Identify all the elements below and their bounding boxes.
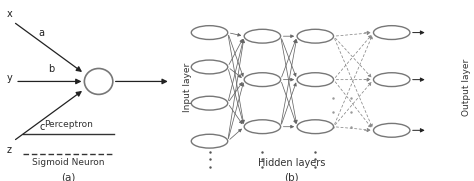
Text: Perceptron: Perceptron [44, 120, 93, 129]
Text: Output layer: Output layer [462, 58, 471, 115]
Ellipse shape [297, 73, 334, 87]
Ellipse shape [297, 120, 334, 134]
Ellipse shape [191, 96, 228, 110]
Text: x: x [7, 9, 12, 20]
Text: Hidden layers: Hidden layers [258, 158, 326, 168]
Ellipse shape [374, 73, 410, 87]
Text: (b): (b) [284, 172, 299, 181]
Ellipse shape [297, 29, 334, 43]
Text: z: z [7, 145, 12, 155]
Text: y: y [7, 73, 12, 83]
Ellipse shape [191, 134, 228, 148]
Ellipse shape [374, 26, 410, 39]
Text: Sigmoid Neuron: Sigmoid Neuron [32, 158, 104, 167]
Ellipse shape [191, 26, 228, 39]
Ellipse shape [191, 60, 228, 74]
Text: a: a [39, 28, 45, 38]
Text: c: c [39, 122, 45, 132]
Ellipse shape [244, 73, 281, 87]
Ellipse shape [244, 120, 281, 134]
Ellipse shape [244, 29, 281, 43]
Text: Input layer: Input layer [183, 62, 192, 111]
Ellipse shape [374, 123, 410, 137]
Text: b: b [48, 64, 55, 74]
Ellipse shape [84, 68, 113, 94]
Text: (a): (a) [61, 172, 75, 181]
